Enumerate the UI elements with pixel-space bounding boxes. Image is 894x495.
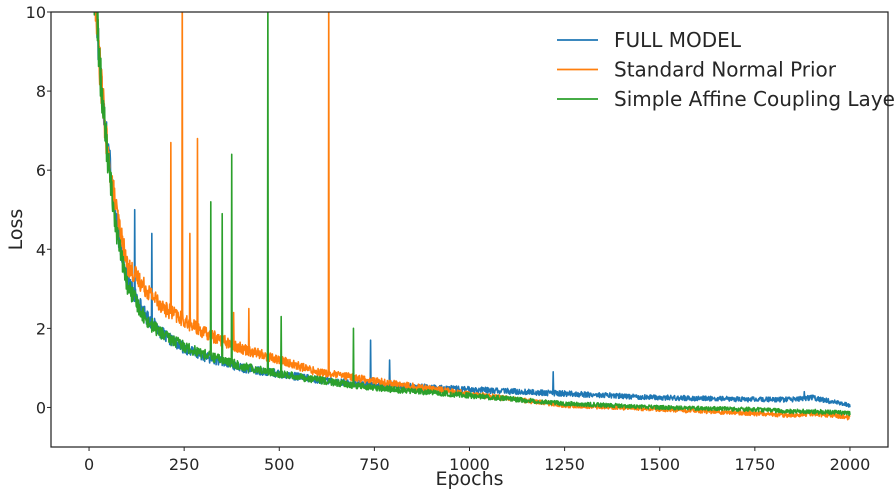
x-tick-label: 1250 (544, 455, 585, 474)
x-tick-label: 0 (84, 455, 94, 474)
series-lines (93, 12, 851, 421)
x-tick-label: 750 (359, 455, 390, 474)
series-line-2 (93, 12, 851, 417)
x-tick-label: 1000 (449, 455, 490, 474)
x-tick-label: 2000 (830, 455, 871, 474)
x-tick-label: 250 (169, 455, 200, 474)
y-tick-label: 8 (36, 82, 46, 101)
legend: FULL MODEL Standard Normal Prior Simple Af… (557, 28, 894, 111)
y-tick-label: 2 (36, 319, 46, 338)
axis-ticks: 0 250 500 750 1000 1250 1500 1750 2000 0 2 4 6 8 10 (26, 3, 871, 474)
legend-label: FULL MODEL (614, 28, 742, 52)
x-tick-label: 500 (264, 455, 295, 474)
y-tick-label: 4 (36, 240, 46, 259)
plot-frame (50, 11, 889, 448)
legend-label: Standard Normal Prior (614, 58, 837, 82)
y-tick-label: 6 (36, 161, 46, 180)
y-tick-label: 10 (26, 3, 46, 22)
y-axis-label: Loss (5, 209, 27, 251)
x-tick-label: 1750 (734, 455, 775, 474)
legend-label: Simple Affine Coupling Layer (614, 87, 894, 111)
y-tick-label: 0 (36, 398, 46, 417)
x-tick-label: 1500 (639, 455, 680, 474)
x-axis-label: Epochs (435, 468, 503, 490)
